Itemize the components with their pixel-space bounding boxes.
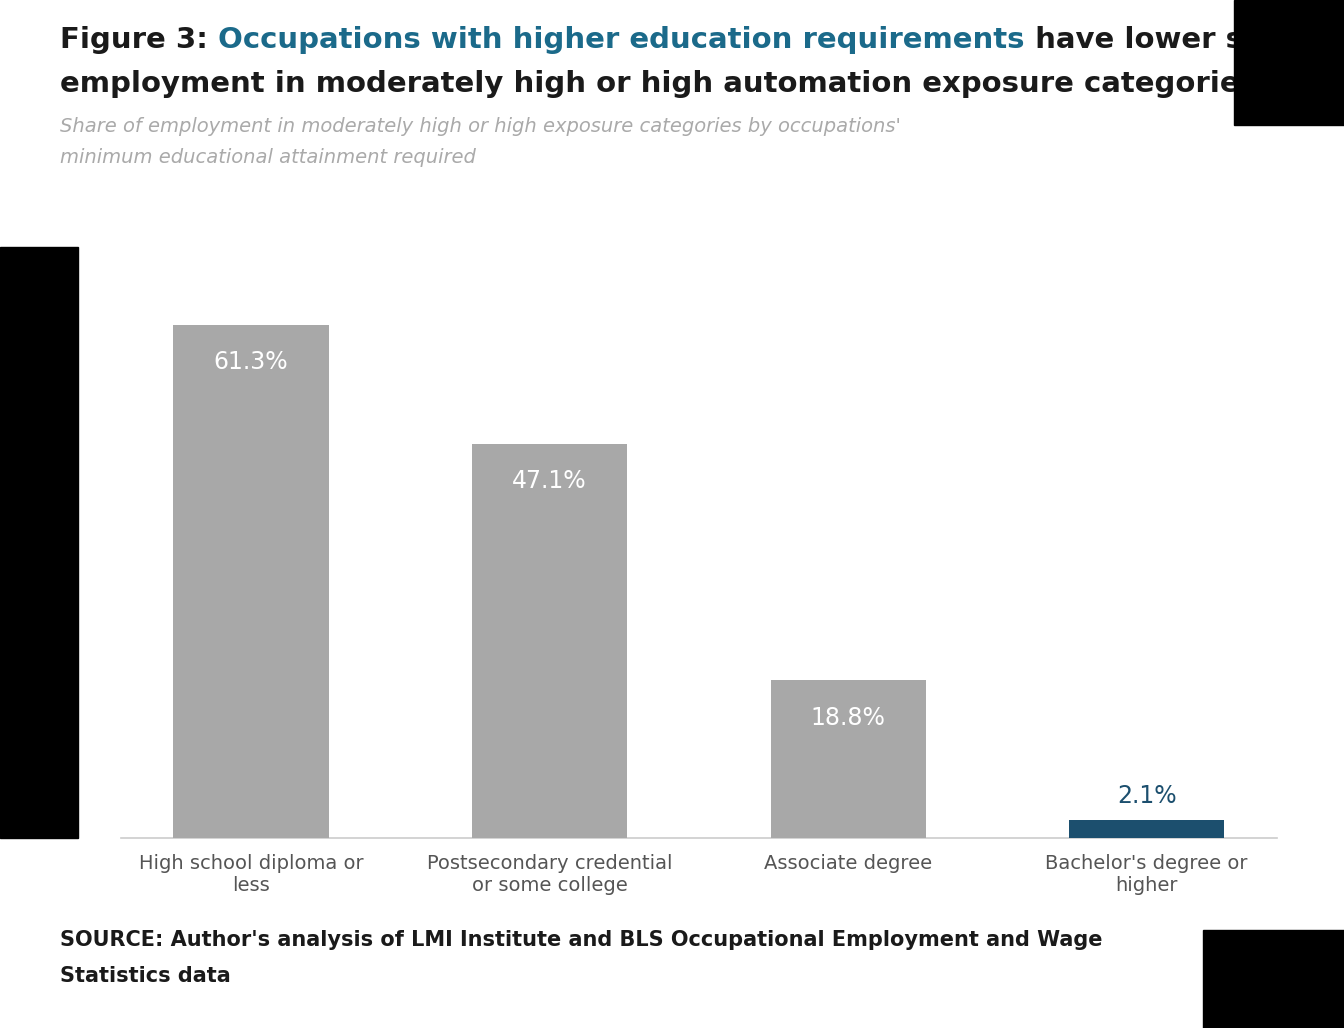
Text: 61.3%: 61.3% [214,350,289,374]
Bar [472,443,628,838]
Bar [173,325,329,838]
Bar [770,681,926,838]
Text: minimum educational attainment required: minimum educational attainment required [60,148,476,167]
Text: 18.8%: 18.8% [810,705,886,730]
Bar [1068,820,1224,838]
Text: Statistics data: Statistics data [60,966,231,986]
Text: employment in moderately high or high automation exposure categories: employment in moderately high or high au… [60,70,1258,98]
Text: Share of employment in moderately high or high exposure categories by occupation: Share of employment in moderately high o… [60,117,902,136]
Text: have lower shares of: have lower shares of [1025,26,1344,53]
Text: SOURCE: Author's analysis of LMI Institute and BLS Occupational Employment and W: SOURCE: Author's analysis of LMI Institu… [60,930,1103,950]
Text: 2.1%: 2.1% [1117,783,1176,808]
Text: Occupations with higher education requirements: Occupations with higher education requir… [219,26,1025,53]
Text: 47.1%: 47.1% [512,469,587,492]
Text: Figure 3:: Figure 3: [60,26,219,53]
